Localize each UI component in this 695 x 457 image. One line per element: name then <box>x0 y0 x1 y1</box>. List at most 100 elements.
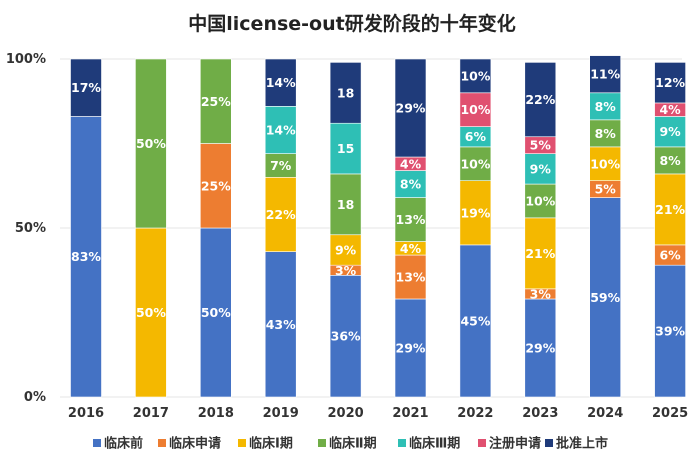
data-label: 3% <box>530 286 552 301</box>
bar-segment <box>459 92 492 127</box>
legend-swatch <box>158 439 166 447</box>
y-axis-ticks: 0% 50% 100% <box>6 52 46 405</box>
legend-swatch <box>318 439 326 447</box>
bar-segment <box>329 234 362 266</box>
bar-segment <box>200 58 232 144</box>
x-tick-label: 2018 <box>198 406 234 421</box>
bars <box>70 55 686 398</box>
data-label: 8% <box>595 126 617 141</box>
legend-swatch <box>478 439 486 447</box>
legend-swatch <box>238 439 246 447</box>
x-tick-label: 2017 <box>133 406 169 421</box>
bar-segment <box>524 62 557 138</box>
data-label: 6% <box>465 129 487 144</box>
data-label: 59% <box>590 290 620 305</box>
x-tick-label: 2025 <box>652 406 688 421</box>
data-labels: 83% 17% 50% 50% 50% 25% 25% 43% 22% 7% 14% 14% 36% 3%… <box>71 67 685 356</box>
bar-segment <box>264 58 297 107</box>
data-label: 5% <box>595 182 617 197</box>
bar-segment <box>135 227 167 398</box>
legend-swatch <box>545 439 553 447</box>
bar-segment <box>589 119 622 148</box>
bar-segment <box>394 197 427 242</box>
data-label: 12% <box>655 75 685 90</box>
data-label: 9% <box>335 242 357 257</box>
data-label: 9% <box>659 124 681 139</box>
x-axis-ticks: 2016 2017 2018 2019 2020 2021 2022 2023 2024 2025 <box>68 406 688 421</box>
data-label: 39% <box>655 324 685 339</box>
legend-entry: 注册申请 <box>489 436 541 452</box>
data-label: 36% <box>331 329 361 344</box>
x-tick-label: 2019 <box>263 406 299 421</box>
data-label: 21% <box>525 246 555 261</box>
data-label: 4% <box>400 241 422 256</box>
bar-segment <box>459 146 492 181</box>
bar-segment <box>200 143 232 229</box>
data-label: 8% <box>595 99 617 114</box>
bar-segment <box>589 55 622 94</box>
legend-entry: 批准上市 <box>556 436 608 452</box>
data-label: 10% <box>590 156 620 171</box>
bar-segment <box>264 177 297 252</box>
data-label: 6% <box>659 248 681 263</box>
data-label: 18 <box>337 197 354 212</box>
data-label: 10% <box>460 102 490 117</box>
data-label: 4% <box>400 156 422 171</box>
data-label: 7% <box>270 158 292 173</box>
data-label: 25% <box>201 94 231 109</box>
bar-segment <box>459 180 492 246</box>
data-label: 10% <box>460 156 490 171</box>
bar-segment <box>329 122 362 175</box>
bar-segment <box>70 58 102 117</box>
bar-segment <box>654 116 686 148</box>
data-label: 8% <box>659 153 681 168</box>
data-label: 13% <box>396 212 426 227</box>
bar-segment <box>654 62 686 104</box>
data-label: 8% <box>400 177 422 192</box>
bar-segment <box>329 173 362 236</box>
data-label: 10% <box>525 193 555 208</box>
legend-entry: 临床Ⅰ期 <box>249 436 293 452</box>
bar-segment <box>135 58 167 229</box>
bar-segment <box>459 58 492 94</box>
data-label: 21% <box>655 202 685 217</box>
y-tick-label: 100% <box>6 52 46 67</box>
x-tick-label: 2021 <box>392 406 428 421</box>
data-label: 19% <box>460 205 490 220</box>
data-label: 25% <box>201 178 231 193</box>
data-label: 29% <box>396 101 426 116</box>
bar-segment <box>394 298 427 398</box>
x-tick-label: 2022 <box>457 406 493 421</box>
data-label: 18 <box>337 85 354 100</box>
bar-segment <box>589 146 622 181</box>
bar-segment <box>264 251 297 398</box>
data-label: 29% <box>525 340 555 355</box>
bar-segment <box>200 227 232 398</box>
data-label: 43% <box>266 317 296 332</box>
data-label: 45% <box>460 313 490 328</box>
data-label: 22% <box>525 92 555 107</box>
bar-segment <box>524 298 557 398</box>
data-label: 4% <box>659 102 681 117</box>
data-label: 14% <box>266 122 296 137</box>
bar-segment <box>524 217 557 290</box>
data-label: 22% <box>266 207 296 222</box>
bar-segment <box>654 173 686 246</box>
data-label: 50% <box>136 136 166 151</box>
bar-segment <box>329 62 362 124</box>
data-label: 83% <box>71 249 101 264</box>
legend-entry: 临床申请 <box>169 436 221 452</box>
x-tick-label: 2016 <box>68 406 104 421</box>
data-label: 15 <box>337 141 354 156</box>
bar-segment <box>459 244 492 398</box>
bar-segment <box>329 275 362 398</box>
data-label: 3% <box>335 263 357 278</box>
legend-swatch <box>398 439 406 447</box>
bar-segment <box>394 170 427 198</box>
bar-segment <box>70 116 102 398</box>
data-label: 10% <box>460 68 490 83</box>
data-label: 29% <box>396 340 426 355</box>
y-tick-label: 0% <box>24 390 46 405</box>
